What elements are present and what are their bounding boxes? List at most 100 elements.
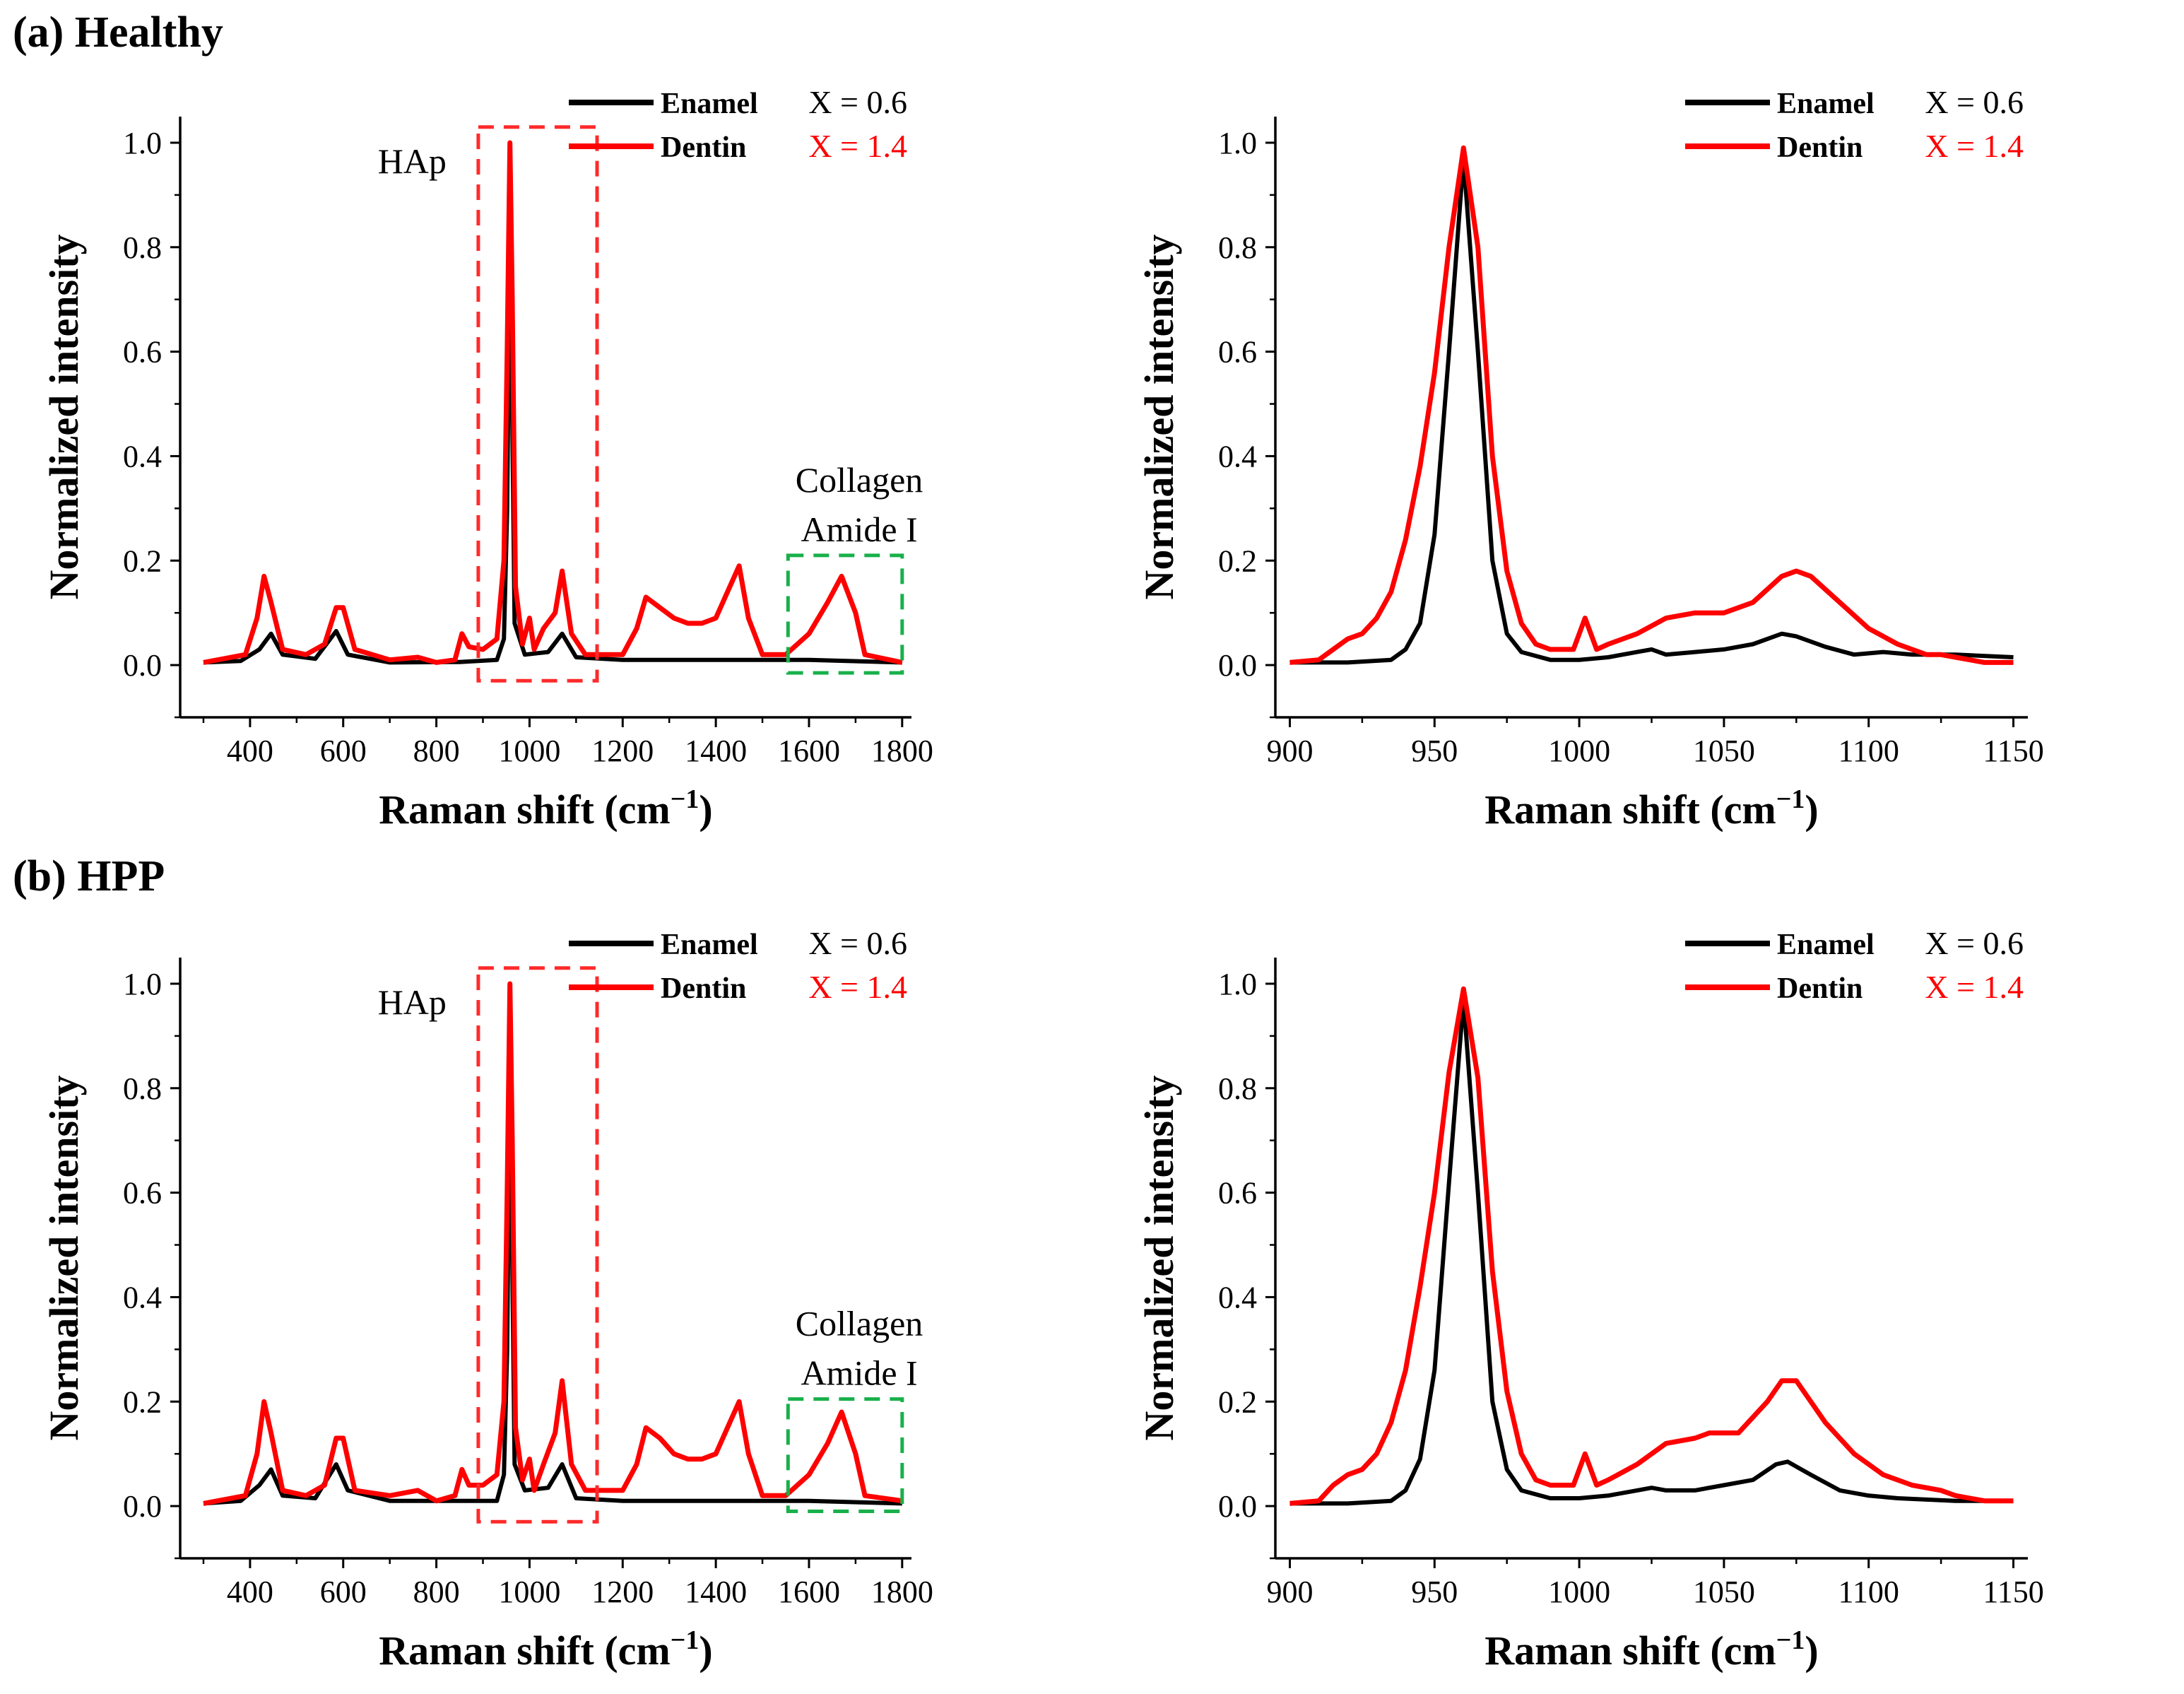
legend-x-dentin: X = 1.4 xyxy=(808,969,907,1005)
x-tick-label: 1400 xyxy=(685,1575,747,1609)
series-line-dentin xyxy=(203,981,903,1506)
y-tick-label: 0.6 xyxy=(123,335,162,370)
y-tick-label: 1.0 xyxy=(1218,967,1257,1001)
y-tick-label: 0.2 xyxy=(1218,1384,1257,1419)
x-tick-label: 950 xyxy=(1411,734,1458,768)
y-tick-label: 1.0 xyxy=(123,967,162,1001)
chart-hpp-full: 0.0 0.2 0.4 0.6 0.8 1.0 400 600 800 1000 1200 1400 1… xyxy=(41,925,933,1674)
y-tick-label: 0.2 xyxy=(123,543,162,578)
x-tick-label: 950 xyxy=(1411,1575,1458,1609)
x-tick-label: 400 xyxy=(227,734,273,768)
x-tick-label: 1150 xyxy=(1983,734,2043,768)
y-tick-label: 0.2 xyxy=(123,1384,162,1419)
y-axis-title: Normalized intensity xyxy=(1136,234,1182,599)
panel-label-healthy: (a) Healthy xyxy=(13,8,223,57)
y-tick-label: 0.4 xyxy=(123,1280,162,1314)
hap-box xyxy=(476,125,599,683)
legend-label-dentin: Dentin xyxy=(1777,972,1863,1005)
y-tick-label: 0.6 xyxy=(1218,1176,1257,1211)
x-tick-label: 600 xyxy=(320,1575,367,1609)
x-tick-label: 1200 xyxy=(591,734,654,768)
series-line-dentin xyxy=(1289,145,2014,665)
y-axis-title: Normalized intensity xyxy=(41,234,87,599)
x-tick-label: 1150 xyxy=(1983,1575,2043,1609)
series-line-dentin xyxy=(1289,986,2014,1506)
x-tick-label: 1600 xyxy=(778,1575,840,1609)
x-tick-label: 400 xyxy=(227,1575,273,1609)
collagen-box xyxy=(786,553,904,675)
legend-label-enamel: Enamel xyxy=(661,929,758,961)
legend-label-dentin: Dentin xyxy=(1777,131,1863,164)
y-tick-label: 0.0 xyxy=(1218,648,1257,683)
legend-x-enamel: X = 0.6 xyxy=(808,84,907,120)
panel-label-hpp: (b) HPP xyxy=(13,852,165,900)
chart-healthy-zoom: 0.0 0.2 0.4 0.6 0.8 1.0 900 950 1000 1050 1100 1150… xyxy=(1136,84,2044,833)
y-tick-label: 0.8 xyxy=(123,1071,162,1106)
x-tick-label: 800 xyxy=(413,1575,460,1609)
chart-healthy-full: 0.0 0.2 0.4 0.6 0.8 1.0 400 600 800 1000 1200 1400 1… xyxy=(41,84,933,833)
y-axis-title: Normalized intensity xyxy=(1136,1075,1182,1440)
x-tick-label: 600 xyxy=(320,734,367,768)
legend-x-enamel: X = 0.6 xyxy=(1925,925,2024,961)
amide-label: Amide I xyxy=(801,1353,917,1393)
legend-label-dentin: Dentin xyxy=(661,972,746,1005)
collagen-label: Collagen xyxy=(796,1304,923,1343)
legend-x-dentin: X = 1.4 xyxy=(1925,969,2024,1005)
y-tick-label: 0.0 xyxy=(1218,1489,1257,1524)
y-tick-label: 0.6 xyxy=(123,1176,162,1211)
x-tick-label: 1000 xyxy=(1548,1575,1610,1609)
x-tick-label: 1000 xyxy=(1548,734,1610,768)
legend-x-enamel: X = 0.6 xyxy=(1925,84,2024,120)
series-line-enamel xyxy=(1289,156,2014,665)
x-axis-title: Raman shift (cm−1) xyxy=(1484,1625,1818,1674)
x-tick-label: 900 xyxy=(1266,734,1313,768)
hap-label: HAp xyxy=(378,982,447,1022)
chart-hpp-zoom: 0.0 0.2 0.4 0.6 0.8 1.0 900 950 1000 1050 1100 1150… xyxy=(1136,925,2044,1674)
y-tick-label: 1.0 xyxy=(1218,126,1257,160)
y-tick-label: 0.6 xyxy=(1218,335,1257,370)
x-tick-label: 1000 xyxy=(498,1575,560,1609)
y-tick-label: 0.0 xyxy=(123,1489,162,1524)
y-tick-label: 0.0 xyxy=(123,648,162,683)
legend-label-enamel: Enamel xyxy=(1777,929,1875,961)
series-line-dentin xyxy=(203,140,903,665)
hap-box xyxy=(476,966,599,1524)
x-tick-label: 1600 xyxy=(778,734,840,768)
x-tick-label: 1400 xyxy=(685,734,747,768)
x-axis-title: Raman shift (cm−1) xyxy=(379,1625,712,1674)
x-tick-label: 800 xyxy=(413,734,460,768)
x-tick-label: 1100 xyxy=(1838,734,1899,768)
legend-label-enamel: Enamel xyxy=(1777,88,1875,120)
y-tick-label: 0.4 xyxy=(1218,439,1257,474)
amide-label: Amide I xyxy=(801,510,917,549)
series-line-enamel xyxy=(1289,997,2014,1506)
legend-label-enamel: Enamel xyxy=(661,88,758,120)
x-tick-label: 1200 xyxy=(591,1575,654,1609)
x-tick-label: 1100 xyxy=(1838,1575,1899,1609)
hap-label: HAp xyxy=(378,141,447,181)
collagen-label: Collagen xyxy=(796,460,923,500)
y-tick-label: 0.8 xyxy=(1218,1071,1257,1106)
y-tick-label: 0.4 xyxy=(1218,1280,1257,1314)
x-tick-label: 1800 xyxy=(871,1575,933,1609)
x-tick-label: 1050 xyxy=(1693,1575,1755,1609)
legend-x-dentin: X = 1.4 xyxy=(1925,128,2024,164)
x-axis-title: Raman shift (cm−1) xyxy=(379,784,712,833)
x-tick-label: 1000 xyxy=(498,734,560,768)
legend-x-enamel: X = 0.6 xyxy=(808,925,907,961)
x-tick-label: 900 xyxy=(1266,1575,1313,1609)
y-tick-label: 0.8 xyxy=(1218,230,1257,265)
y-tick-label: 0.2 xyxy=(1218,543,1257,578)
x-axis-title: Raman shift (cm−1) xyxy=(1484,784,1818,833)
y-tick-label: 1.0 xyxy=(123,126,162,160)
legend-label-dentin: Dentin xyxy=(661,131,746,164)
series-line-enamel xyxy=(203,218,902,665)
y-tick-label: 0.4 xyxy=(123,439,162,474)
legend-x-dentin: X = 1.4 xyxy=(808,128,907,164)
y-tick-label: 0.8 xyxy=(123,230,162,265)
collagen-box xyxy=(786,1397,904,1513)
x-tick-label: 1050 xyxy=(1693,734,1755,768)
x-tick-label: 1800 xyxy=(871,734,933,768)
y-axis-title: Normalized intensity xyxy=(41,1075,87,1440)
